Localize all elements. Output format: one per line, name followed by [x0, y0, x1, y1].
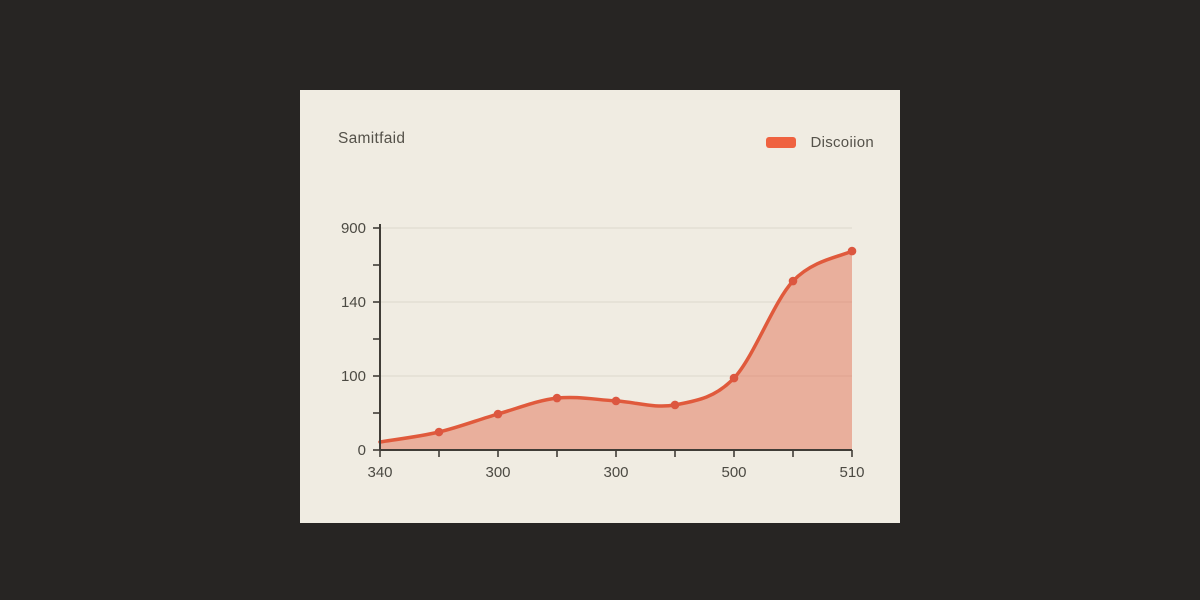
data-point-marker	[493, 409, 503, 419]
data-point-marker	[611, 396, 621, 406]
chart-title: Samitfaid	[338, 130, 406, 147]
area-chart: 0 100 140 900 340 300 300 500 510	[341, 220, 865, 481]
data-point-marker	[552, 393, 562, 403]
data-point-marker	[788, 276, 798, 286]
legend: Discoiion	[766, 134, 874, 151]
data-point-marker	[434, 427, 444, 437]
y-tick-label: 100	[341, 368, 366, 385]
chart-line	[378, 249, 854, 444]
chart-area-fill	[380, 251, 852, 450]
x-tick-label: 500	[721, 464, 746, 481]
y-tick-label: 900	[341, 220, 366, 237]
y-tick-label: 140	[341, 294, 366, 311]
data-point-marker	[670, 400, 680, 410]
y-tick-label: 0	[358, 442, 366, 459]
x-tick-label: 510	[839, 464, 864, 481]
legend-swatch	[766, 137, 797, 148]
data-point-marker	[729, 373, 739, 383]
data-point-marker	[847, 246, 857, 256]
x-tick-label: 340	[367, 464, 392, 481]
chart-card: Samitfaid Discoiion 0 100 140 900 340 300 300 5…	[300, 90, 900, 523]
x-tick-label: 300	[603, 464, 628, 481]
legend-label: Discoiion	[810, 134, 874, 151]
x-tick-label: 300	[485, 464, 510, 481]
